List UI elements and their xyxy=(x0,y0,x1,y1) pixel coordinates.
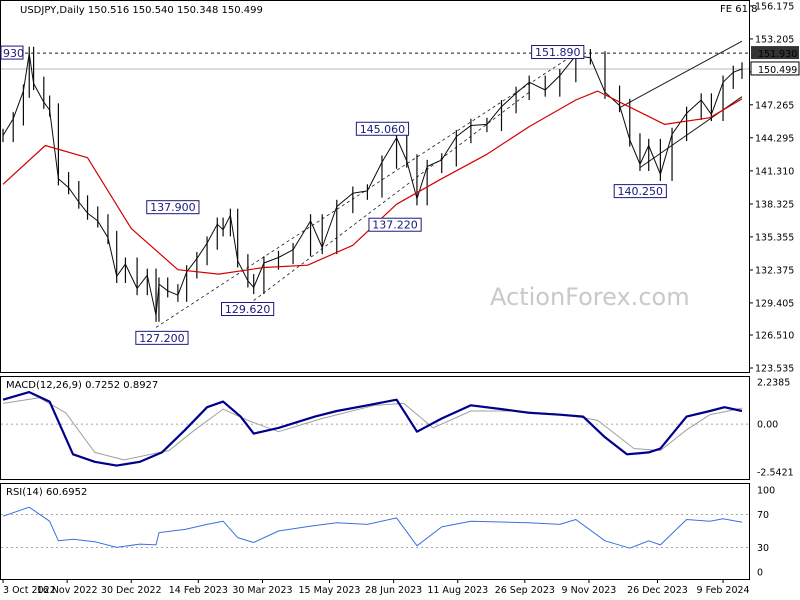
y-tick-label: 147.265 xyxy=(755,100,794,111)
current-price-tag-box xyxy=(750,61,800,76)
pivot-label-box xyxy=(135,330,189,345)
pivot-label-text: 137.220 xyxy=(372,219,418,232)
price-plot: 137.900 127.200 129.620 145.060 137.220 151.8… xyxy=(0,40,749,345)
rsi-line xyxy=(2,506,743,549)
y-tick-label: 135.355 xyxy=(755,232,794,243)
rsi-tick-label: 0 xyxy=(757,568,763,579)
macd-title: MACD(12,26,9) 0.7252 0.8927 xyxy=(6,380,158,391)
x-tick-label: 14 Feb 2023 xyxy=(169,585,228,596)
pivot-label: 151.890 xyxy=(531,45,585,60)
pivot-label: 129.620 xyxy=(221,302,275,317)
watermark: ActionForex.com xyxy=(490,283,690,311)
pivot-label-text: 127.200 xyxy=(139,332,185,345)
x-tick-label: 11 Aug 2023 xyxy=(427,585,488,596)
pivot-label-box xyxy=(368,217,422,232)
pivot-label-box xyxy=(531,45,585,60)
resistance-tag-box xyxy=(751,46,799,60)
fe-label: FE 61.8 xyxy=(720,4,758,15)
y-tick-label: 126.510 xyxy=(755,331,794,342)
pivot-label: 140.250 xyxy=(613,184,667,199)
macd-line xyxy=(2,391,743,467)
x-tick-label: 3 Oct 2022 xyxy=(3,585,56,596)
pivot-label-text: 137.900 xyxy=(150,201,196,214)
resistance-tag-text: 151.930 xyxy=(758,49,797,60)
signal-line xyxy=(2,397,743,461)
x-tick-label: 9 Nov 2023 xyxy=(562,585,617,596)
rsi-tick-label: 100 xyxy=(757,486,775,497)
current-price-tag-text: 150.499 xyxy=(758,65,797,76)
rsi-title: RSI(14) 60.6952 xyxy=(6,487,87,498)
rsi-tick-label: 70 xyxy=(757,510,769,521)
pivot-label-text: 129.620 xyxy=(225,303,271,316)
pivot-label: 137.220 xyxy=(368,217,422,232)
pivot-label-text: 145.060 xyxy=(360,123,406,136)
resistance-tag: 151.930 xyxy=(751,46,799,60)
pivot-label: 145.060 xyxy=(355,121,410,136)
macd-tick-label: -2.5421 xyxy=(757,468,794,479)
pivot-label-box xyxy=(146,200,200,215)
rsi-panel xyxy=(0,483,750,580)
pivot-label-box xyxy=(613,184,667,199)
y-tick-label: 132.375 xyxy=(755,265,794,276)
y-tick-label: 156.175 xyxy=(755,2,794,13)
x-tick-label: 16 Nov 2022 xyxy=(37,585,98,596)
pivot-label-box xyxy=(0,45,24,60)
macd-tick-label: 2.2385 xyxy=(757,378,790,389)
pivot-label-text: 151.890 xyxy=(535,46,581,59)
y-tick-label: 138.325 xyxy=(755,199,794,210)
x-tick-label: 15 May 2023 xyxy=(299,585,361,596)
sma-line xyxy=(2,90,743,275)
pivot-label-text: 930 xyxy=(3,47,24,60)
chart-title: USDJPY,Daily 150.516 150.540 150.348 150… xyxy=(20,5,263,16)
x-tick-label: 26 Dec 2023 xyxy=(627,585,688,596)
x-tick-label: 9 Feb 2024 xyxy=(697,585,750,596)
x-tick-label: 28 Jun 2023 xyxy=(365,585,422,596)
left-resistance-label: 930 xyxy=(0,45,24,60)
pivot-label: 137.900 xyxy=(146,200,200,215)
macd-plot xyxy=(1,391,749,467)
y-tick-label: 129.405 xyxy=(755,298,794,309)
pivot-label-box xyxy=(355,121,410,136)
channel-upper xyxy=(619,40,743,109)
x-tick-label: 26 Sep 2023 xyxy=(495,585,555,596)
pivot-label-text: 140.250 xyxy=(618,185,664,198)
x-tick-label: 30 Mar 2023 xyxy=(232,585,292,596)
macd-tick-label: 0.00 xyxy=(757,420,778,431)
current-price-tag: 150.499 xyxy=(750,61,800,76)
macd-panel xyxy=(0,376,750,480)
y-tick-label: 153.205 xyxy=(755,34,794,45)
y-tick-label: 144.295 xyxy=(755,133,794,144)
price-line xyxy=(2,52,743,316)
y-tick-label: 123.535 xyxy=(755,364,794,375)
pivot-label-box xyxy=(221,302,275,317)
rsi-plot xyxy=(1,506,749,549)
rsi-tick-label: 30 xyxy=(757,543,769,554)
y-tick-label: 141.310 xyxy=(755,166,794,177)
x-tick-label: 30 Dec 2022 xyxy=(101,585,162,596)
pivot-label: 127.200 xyxy=(135,330,189,345)
